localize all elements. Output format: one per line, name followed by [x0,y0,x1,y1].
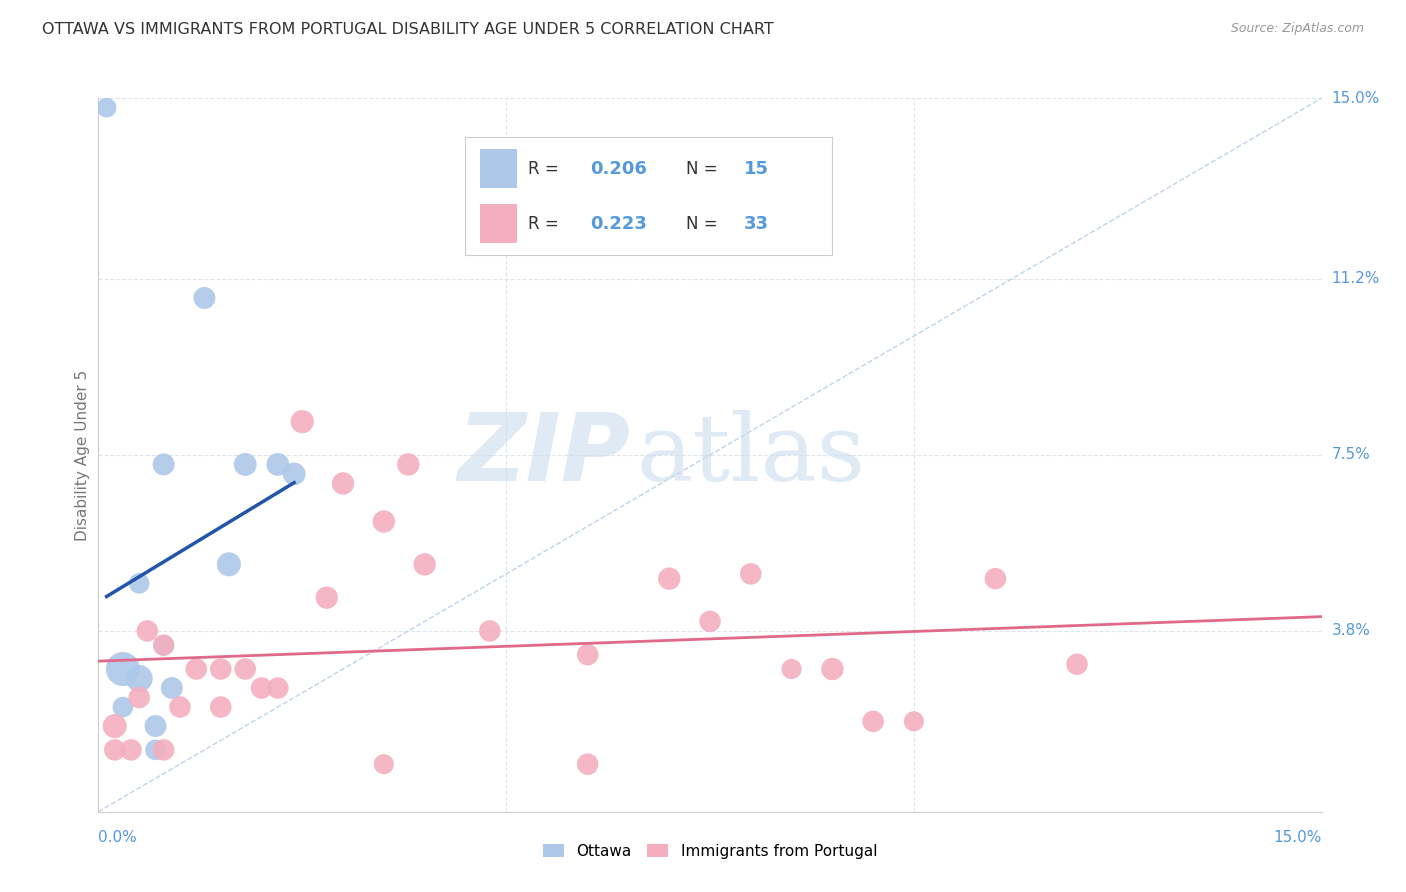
Text: 11.2%: 11.2% [1331,271,1379,286]
Text: atlas: atlas [637,410,866,500]
Point [267,458,290,472]
Point [413,558,436,572]
Point [209,700,232,714]
Point [111,700,134,714]
Point [658,572,681,586]
Point [128,576,150,591]
Point [111,662,134,676]
Text: ZIP: ZIP [457,409,630,501]
Point [136,624,159,638]
Point [128,690,150,705]
Point [193,291,215,305]
Point [291,415,314,429]
Point [862,714,884,729]
Point [152,638,174,652]
Point [396,458,419,472]
Point [780,662,803,676]
Point [160,681,183,695]
Text: 15: 15 [744,160,769,178]
Point [152,638,174,652]
Text: N =: N = [686,160,723,178]
Text: R =: R = [527,160,564,178]
Point [152,458,174,472]
Point [169,700,191,714]
Point [209,662,232,676]
Point [104,719,127,733]
Point [1066,657,1088,672]
Point [373,515,395,529]
Point [699,615,721,629]
Text: R =: R = [527,215,564,233]
Point [332,476,354,491]
Text: OTTAWA VS IMMIGRANTS FROM PORTUGAL DISABILITY AGE UNDER 5 CORRELATION CHART: OTTAWA VS IMMIGRANTS FROM PORTUGAL DISAB… [42,22,773,37]
Point [903,714,925,729]
Text: 7.5%: 7.5% [1331,448,1371,462]
Point [145,719,167,733]
Point [233,458,256,472]
Point [250,681,273,695]
Point [104,743,127,757]
Point [152,743,174,757]
Y-axis label: Disability Age Under 5: Disability Age Under 5 [75,369,90,541]
Point [576,757,599,772]
Point [984,572,1007,586]
Point [267,681,290,695]
Text: Source: ZipAtlas.com: Source: ZipAtlas.com [1230,22,1364,36]
Point [373,757,395,772]
Text: 15.0%: 15.0% [1331,91,1379,105]
Point [120,743,142,757]
Point [576,648,599,662]
Text: 0.0%: 0.0% [98,830,138,845]
Point [96,101,118,115]
Bar [479,204,517,244]
Point [315,591,337,605]
Point [128,672,150,686]
Point [821,662,844,676]
Point [740,566,762,581]
Point [186,662,208,676]
Point [478,624,501,638]
Legend: Ottawa, Immigrants from Portugal: Ottawa, Immigrants from Portugal [537,838,883,864]
Point [218,558,240,572]
Point [145,743,167,757]
Text: 33: 33 [744,215,769,233]
Bar [479,149,517,188]
Text: N =: N = [686,215,723,233]
Text: 0.206: 0.206 [591,160,647,178]
Text: 0.223: 0.223 [591,215,647,233]
Text: 3.8%: 3.8% [1331,624,1371,639]
Point [233,662,256,676]
Point [283,467,305,481]
Text: 15.0%: 15.0% [1274,830,1322,845]
